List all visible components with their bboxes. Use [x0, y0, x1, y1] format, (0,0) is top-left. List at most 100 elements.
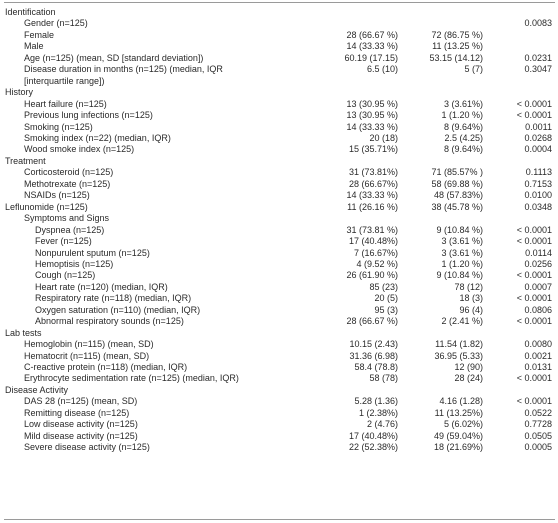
p-value: 0.7153: [524, 178, 552, 189]
row-label: Corticosteroid (n=125): [24, 167, 114, 178]
row-label: Previous lung infections (n=125): [24, 110, 153, 121]
group1-value: 58.4 (78.8): [354, 362, 398, 373]
p-value: < 0.0001: [516, 293, 552, 304]
group1-value: 5.28 (1.36): [354, 396, 398, 407]
group1-value: 58 (78): [369, 373, 398, 384]
group2-value: 5 (7): [464, 64, 483, 75]
table-row: Severe disease activity (n=125) 22 (52.38…: [0, 442, 558, 453]
group1-value: 26 (61.90 %): [346, 270, 398, 281]
p-value: 0.0348: [524, 201, 552, 212]
group2-value: 48 (57.83%): [433, 190, 483, 201]
table-row: Low disease activity (n=125) 2 (4.76) 5 (6…: [0, 419, 558, 430]
group1-value: 22 (52.38%): [348, 442, 398, 453]
table-row: Erythrocyte sedimentation rate (n=125) (…: [0, 373, 558, 384]
table-row: Gender (n=125) 0.0083: [0, 18, 558, 29]
section-header: Leflunomide (n=125) 11 (26.16 %) 38 (45.78…: [0, 202, 558, 213]
p-value: < 0.0001: [516, 373, 552, 384]
section-title: Symptoms and Signs: [24, 213, 110, 224]
row-label: Hemoptisis (n=125): [35, 258, 114, 269]
group1-value: 95 (3): [374, 304, 398, 315]
table-row: Abnormal respiratory sounds (n=125) 28 (6…: [0, 316, 558, 327]
group1-value: 14 (33.33 %): [346, 190, 398, 201]
group2-value: 2 (2.41 %): [441, 316, 483, 327]
row-label: Fever (n=125): [35, 236, 92, 247]
row-label: Smoking (n=125): [24, 121, 93, 132]
row-label: Low disease activity (n=125): [24, 419, 138, 430]
table-row: Female 28 (66.67 %) 72 (86.75 %): [0, 30, 558, 41]
group2-value: 3 (3.61 %): [441, 247, 483, 258]
row-label: Remitting disease (n=125): [24, 407, 130, 418]
section-header: Treatment: [0, 156, 558, 167]
row-label: Heart failure (n=125): [24, 98, 107, 109]
row-label: Hemoglobin (n=115) (mean, SD): [24, 339, 154, 350]
section-title: Leflunomide (n=125): [5, 201, 88, 212]
row-label: Gender (n=125): [24, 18, 88, 29]
p-value: 0.0231: [524, 52, 552, 63]
group1-value: 14 (33.33 %): [346, 41, 398, 52]
group2-value: 72 (86.75 %): [431, 29, 483, 40]
p-value: 0.0007: [524, 281, 552, 292]
table-row: Hemoptisis (n=125) 4 (9.52 %) 1 (1.20 %) 0.…: [0, 259, 558, 270]
p-value: 0.0100: [524, 190, 552, 201]
group1-value: 13 (30.95 %): [346, 98, 398, 109]
table-row: Fever (n=125) 17 (40.48%) 3 (3.61 %) < 0.00…: [0, 236, 558, 247]
p-value: 0.0004: [524, 144, 552, 155]
group2-value: 18 (3): [459, 293, 483, 304]
row-label: Dyspnea (n=125): [35, 224, 105, 235]
row-label: Female: [24, 29, 55, 40]
table-row: Wood smoke index (n=125) 15 (35.71%) 8 (9.…: [0, 144, 558, 155]
group2-value: 2.5 (4.25): [444, 132, 483, 143]
group1-value: 31 (73.81 %): [346, 224, 398, 235]
section-title: Disease Activity: [5, 384, 69, 395]
table-row: Disease duration in months (n=125) (medi…: [0, 64, 558, 87]
table-row: Methotrexate (n=125) 28 (66.67%) 58 (69.88…: [0, 179, 558, 190]
group1-value: 28 (66.67%): [348, 178, 398, 189]
group1-value: 7 (16.67%): [353, 247, 398, 258]
row-label: Age (n=125) (mean, SD [standard deviatio…: [24, 52, 204, 63]
p-value: 0.0083: [524, 18, 552, 29]
group1-value: 13 (30.95 %): [346, 110, 398, 121]
group2-value: 11 (13.25%): [434, 407, 483, 418]
group2-value: 71 (85.57% ): [431, 167, 483, 178]
group2-value: 58 (69.88 %): [431, 178, 483, 189]
group1-value: 11 (26.16 %): [347, 201, 398, 212]
group1-value: 20 (18): [369, 132, 398, 143]
section-header: Lab tests: [0, 328, 558, 339]
p-value: 0.0114: [525, 247, 552, 258]
row-label: Abnormal respiratory sounds (n=125): [35, 316, 184, 327]
group1-value: 15 (35.71%): [348, 144, 398, 155]
group2-value: 36.95 (5.33): [434, 350, 483, 361]
p-value: < 0.0001: [516, 396, 552, 407]
group1-value: 31 (73.81%): [348, 167, 398, 178]
group1-value: 60.19 (17.15): [344, 52, 398, 63]
group1-value: 6.5 (10): [366, 64, 398, 75]
group1-value: 14 (33.33 %): [346, 121, 398, 132]
p-value: < 0.0001: [516, 98, 552, 109]
group2-value: 3 (3.61 %): [441, 236, 483, 247]
p-value: < 0.0001: [516, 270, 552, 281]
table-row: NSAIDs (n=125) 14 (33.33 %) 48 (57.83%) 0.0…: [0, 190, 558, 201]
group2-value: 9 (10.84 %): [436, 270, 483, 281]
group2-value: 8 (9.64%): [443, 121, 483, 132]
row-label: Disease duration in months (n=125) (medi…: [24, 64, 223, 86]
section-title: History: [5, 87, 34, 98]
p-value: 0.0080: [524, 339, 552, 350]
group2-value: 96 (4): [459, 304, 483, 315]
p-value: < 0.0001: [516, 110, 552, 121]
group1-value: 1 (2.38%): [358, 407, 398, 418]
row-label: Erythrocyte sedimentation rate (n=125) (…: [24, 373, 239, 384]
row-label: Nonpurulent sputum (n=125): [35, 247, 150, 258]
p-value: 0.0806: [524, 304, 552, 315]
group2-value: 78 (12): [454, 281, 483, 292]
p-value: 0.0522: [524, 407, 552, 418]
clinical-characteristics-table: Identification Gender (n=125) 0.0083 Female…: [0, 7, 558, 454]
section-header: Identification: [0, 7, 558, 18]
group2-value: 28 (24): [454, 373, 483, 384]
row-label: DAS 28 (n=125) (mean, SD): [24, 396, 138, 407]
group1-value: 10.15 (2.43): [349, 339, 398, 350]
row-label: Smoking index (n=22) (median, IQR): [24, 132, 171, 143]
group1-value: 28 (66.67 %): [346, 29, 398, 40]
table-row: Smoking (n=125) 14 (33.33 %) 8 (9.64%) 0.00…: [0, 122, 558, 133]
row-label: Wood smoke index (n=125): [24, 144, 135, 155]
group2-value: 49 (59.04%): [433, 430, 483, 441]
